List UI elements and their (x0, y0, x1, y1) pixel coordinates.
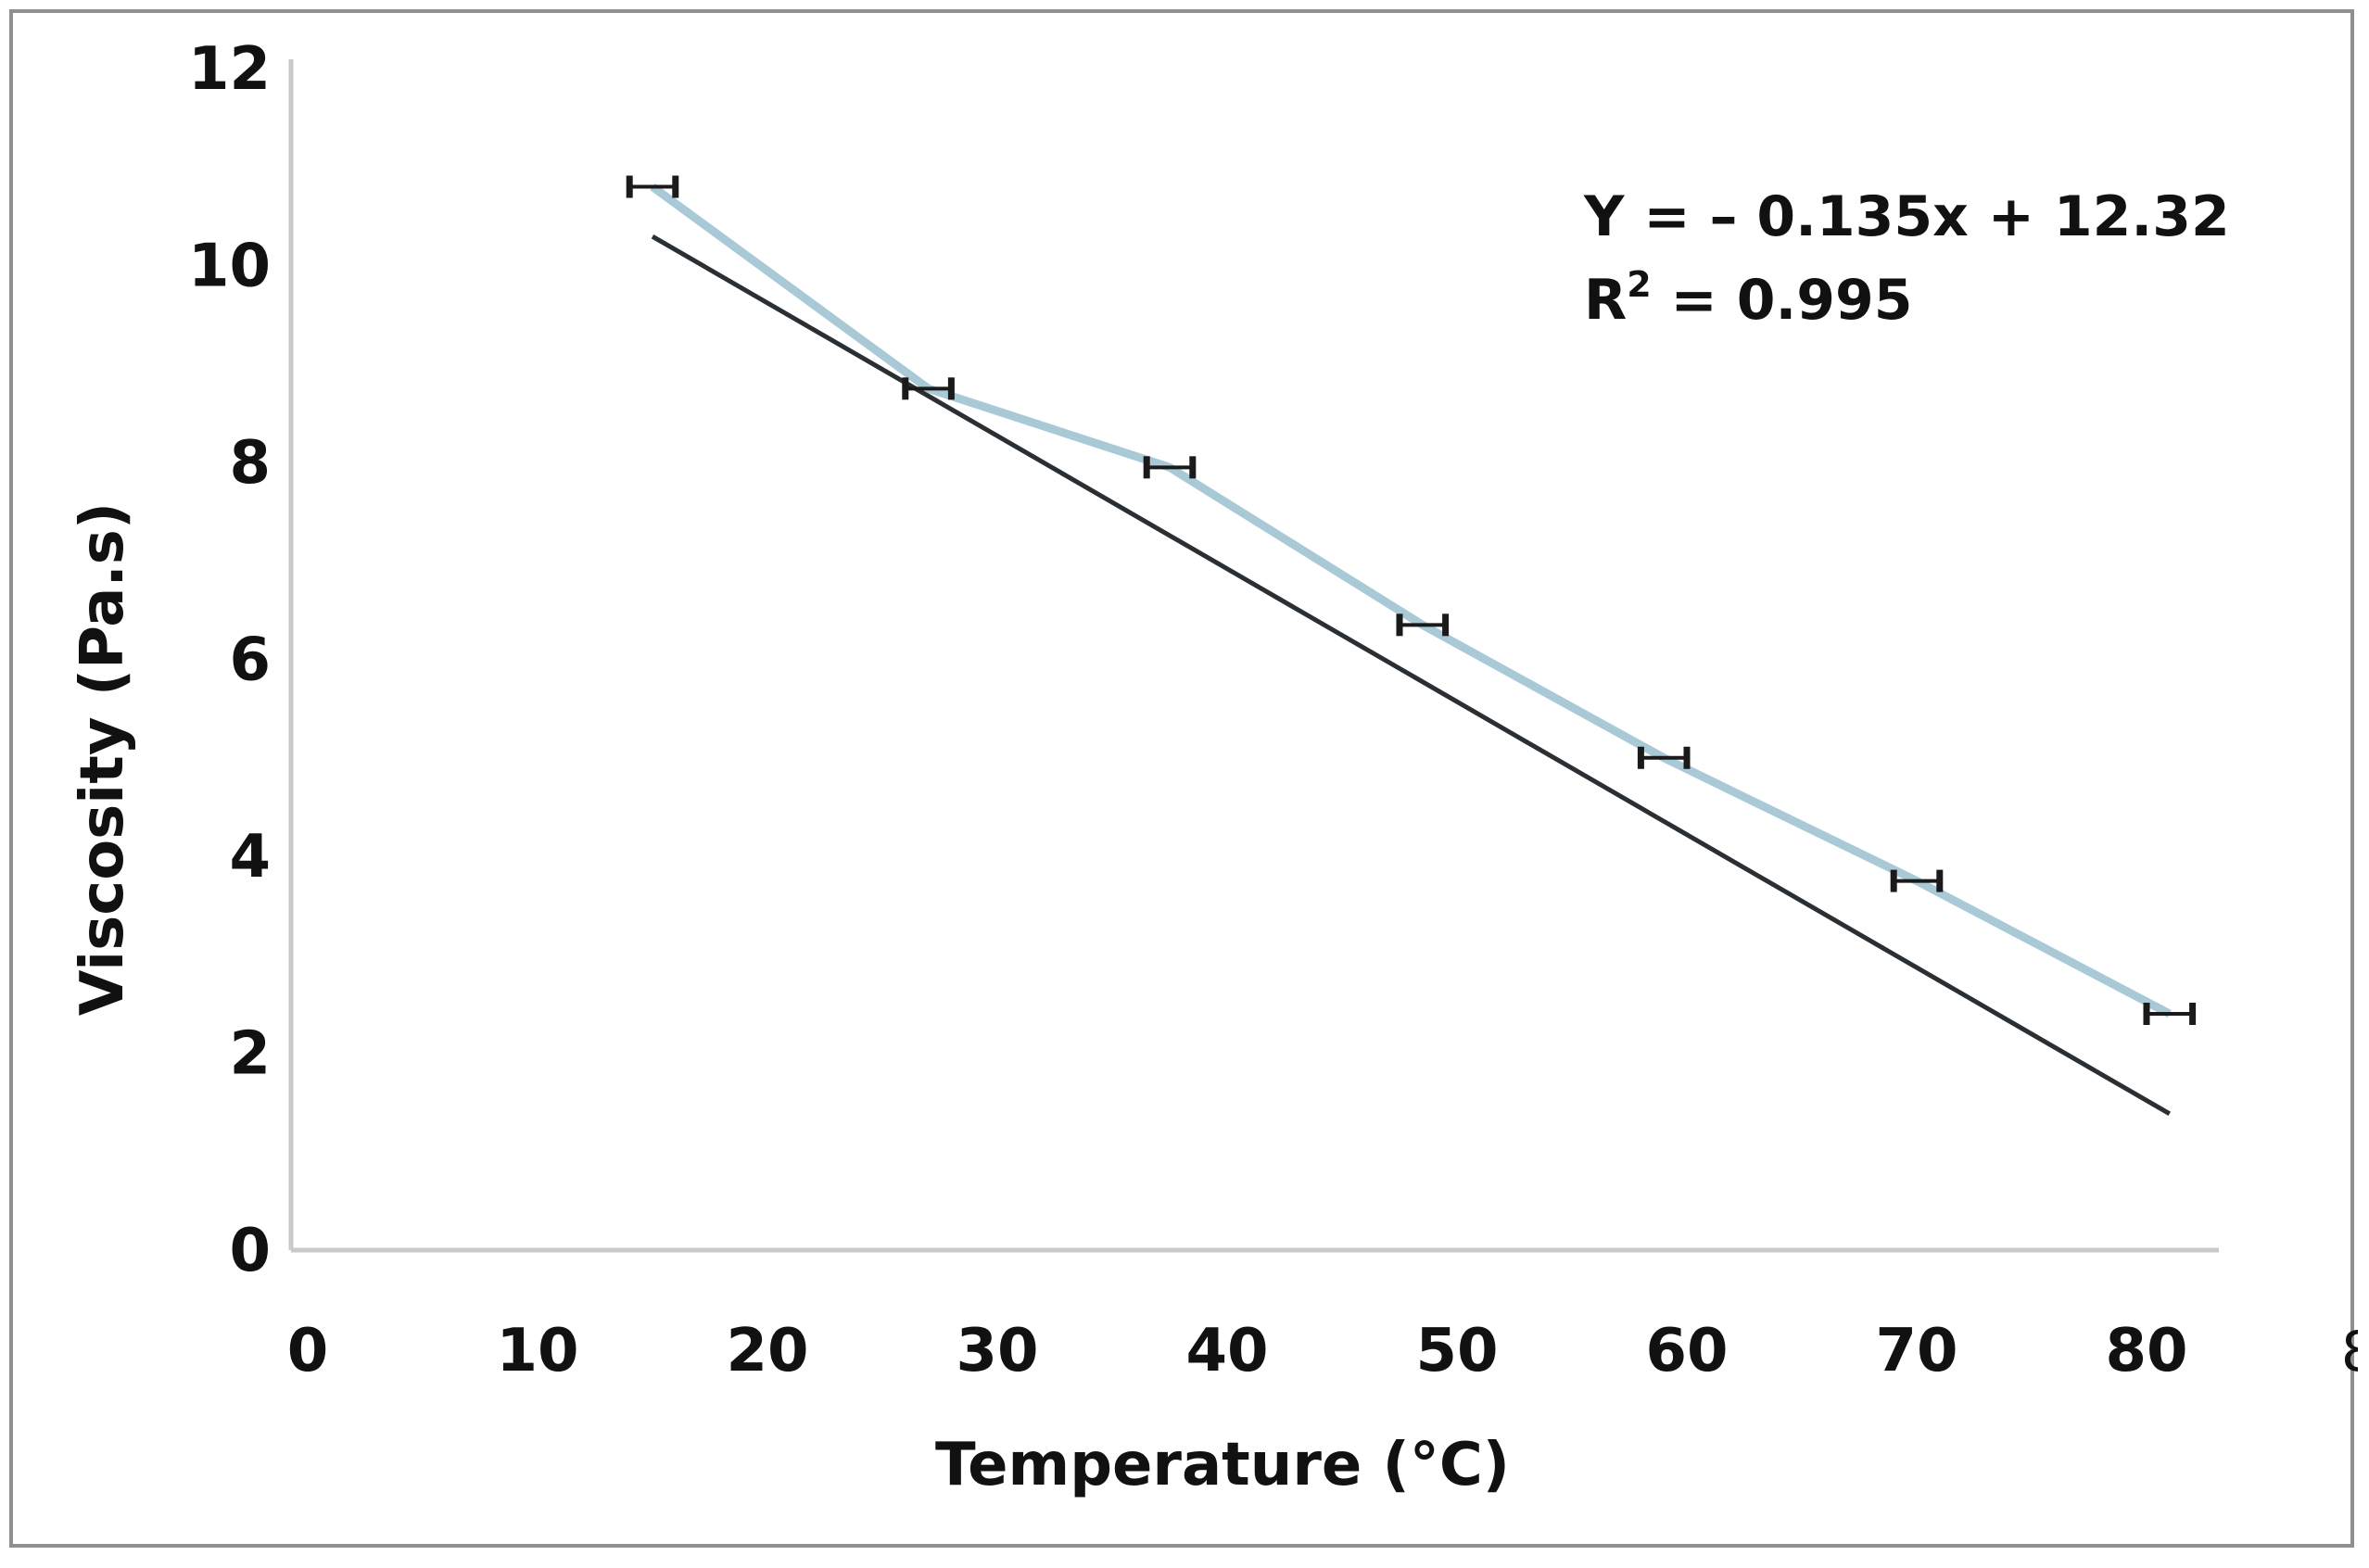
x-tick-label: 30 (956, 1317, 1038, 1385)
trendline-line (651, 234, 2172, 1117)
r-squared-prefix: R (1584, 268, 1627, 333)
y-tick-label: 2 (229, 1020, 271, 1089)
y-tick-labels: 0 2 4 6 8 10 12 (188, 35, 271, 1285)
x-tick-label: 40 (1185, 1317, 1268, 1385)
y-tick-label: 0 (229, 1217, 271, 1285)
y-tick-label: 10 (188, 233, 271, 301)
data-point (2143, 1003, 2197, 1025)
data-point (626, 175, 679, 198)
r-squared-value: = 0.995 (1652, 268, 1913, 333)
x-tick-label: 80 (2105, 1317, 2187, 1385)
chart-frame: 0 10 20 30 40 50 60 70 80 80 0 2 4 6 8 10 12 Temperatur… (9, 9, 2358, 1548)
y-tick-label: 8 (229, 429, 271, 498)
x-axis-title: Temperature (°C) (935, 1431, 1510, 1499)
x-tick-label: 60 (1645, 1317, 1728, 1385)
equation-label: Y = – 0.135x + 12.32 (1583, 184, 2230, 249)
x-tick-label: 50 (1415, 1317, 1498, 1385)
data-point (1890, 869, 1944, 892)
data-point (1637, 746, 1691, 769)
data-series (626, 175, 2197, 1025)
x-tick-label: 20 (726, 1317, 808, 1385)
axes (288, 59, 2219, 1253)
x-tick-label: 80 (2341, 1320, 2358, 1385)
data-point (902, 377, 955, 400)
y-axis-title: Viscosity (Pa.s) (69, 502, 137, 1016)
r-squared-label: R2 = 0.995 (1584, 264, 1913, 333)
y-tick-label: 4 (229, 823, 271, 891)
x-tick-label: 0 (287, 1317, 329, 1385)
y-tick-label: 6 (229, 626, 271, 695)
trendline (651, 234, 2172, 1117)
x-tick-labels: 0 10 20 30 40 50 60 70 80 80 (287, 1317, 2358, 1385)
x-tick-label: 70 (1875, 1317, 1957, 1385)
r-squared-exponent: 2 (1627, 264, 1651, 305)
data-point (1143, 456, 1197, 479)
data-point (1396, 613, 1450, 637)
y-tick-label: 12 (188, 35, 271, 104)
x-tick-label: 10 (496, 1317, 578, 1385)
viscosity-chart: 0 10 20 30 40 50 60 70 80 80 0 2 4 6 8 10 12 Temperatur… (69, 35, 2358, 1499)
